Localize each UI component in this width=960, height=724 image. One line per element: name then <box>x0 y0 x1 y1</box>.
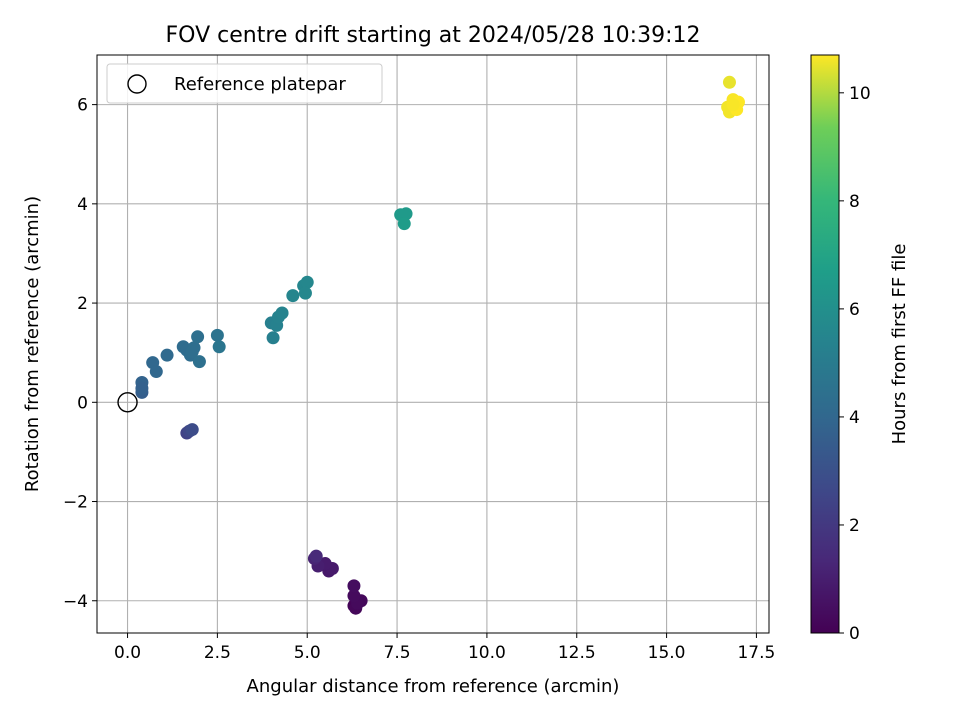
x-tick-label: 10.0 <box>468 643 506 663</box>
data-point <box>726 98 740 112</box>
y-tick-label: 6 <box>77 96 88 116</box>
data-point <box>212 340 226 354</box>
data-point <box>399 207 413 221</box>
colorbar-tick-label: 2 <box>849 516 860 536</box>
data-point <box>192 355 206 369</box>
colorbar: 0 2 4 6 8 10 Hours from first FF file <box>810 54 910 644</box>
y-tick-label: 4 <box>77 195 88 215</box>
x-tick-label: 12.5 <box>558 643 596 663</box>
colorbar-ticks: 0 2 4 6 8 10 <box>839 84 871 644</box>
plot-area-frame <box>96 54 770 634</box>
chart-title: FOV centre drift starting at 2024/05/28 … <box>166 23 701 48</box>
data-point <box>160 348 174 362</box>
x-tick-label: 5.0 <box>294 643 321 663</box>
x-tick-label: 15.0 <box>648 643 686 663</box>
points-layer <box>117 75 745 615</box>
data-point <box>185 423 199 437</box>
x-tick-label: 2.5 <box>204 643 231 663</box>
y-tick-label: 2 <box>77 294 88 314</box>
x-axis-label: Angular distance from reference (arcmin) <box>247 676 620 697</box>
data-point <box>309 549 323 563</box>
y-tick-label: −2 <box>63 493 88 513</box>
data-point <box>191 330 205 344</box>
colorbar-tick-label: 10 <box>849 84 871 104</box>
y-tick-label: 0 <box>77 393 88 413</box>
x-tick-label: 7.5 <box>384 643 411 663</box>
colorbar-tick-label: 8 <box>849 192 860 212</box>
legend-marker-reference <box>127 74 147 94</box>
data-point <box>185 345 199 359</box>
x-tick-label: 17.5 <box>737 643 775 663</box>
data-point <box>210 328 224 342</box>
ticks-layer: 0.0 2.5 5.0 7.5 10.0 12.5 15.0 17.5 −4 −2 0 2 4 6 <box>63 96 775 663</box>
y-axis-label: Rotation from reference (arcmin) <box>22 196 43 492</box>
legend-box <box>106 63 383 104</box>
data-point <box>347 579 361 593</box>
colorbar-tick-label: 6 <box>849 300 860 320</box>
colorbar-tick-label: 4 <box>849 408 860 428</box>
data-point <box>266 331 280 345</box>
data-point <box>286 289 300 303</box>
data-point <box>300 275 314 289</box>
legend: Reference platepar <box>106 63 383 104</box>
data-point <box>135 381 149 395</box>
legend-label-reference: Reference platepar <box>174 74 346 95</box>
data-point <box>149 365 163 379</box>
colorbar-gradient <box>810 54 840 634</box>
data-point <box>397 217 411 231</box>
data-point <box>722 75 736 89</box>
reference-point-marker <box>117 392 138 413</box>
y-tick-label: −4 <box>63 592 88 612</box>
data-point <box>298 286 312 300</box>
grid-layer <box>97 55 769 633</box>
data-point <box>347 589 361 603</box>
x-tick-label: 0.0 <box>114 643 141 663</box>
colorbar-label: Hours from first FF file <box>889 244 910 445</box>
data-point <box>275 306 289 320</box>
colorbar-tick-label: 0 <box>849 624 860 644</box>
